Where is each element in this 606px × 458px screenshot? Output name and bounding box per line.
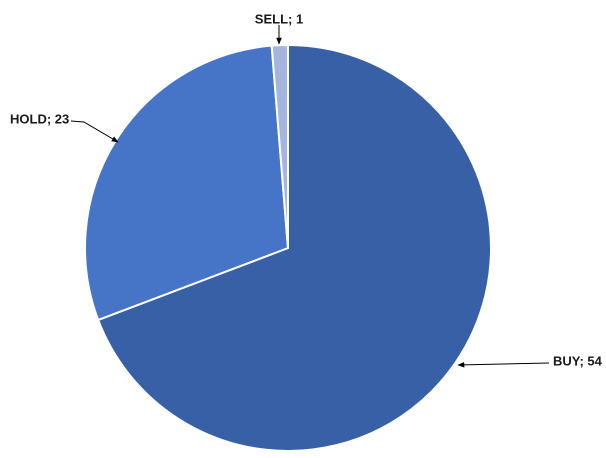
data-label-buy: BUY; 54	[553, 353, 603, 368]
data-label-hold: HOLD; 23	[10, 111, 69, 126]
pie-labels: BUY; 54 HOLD; 23 SELL; 1	[10, 11, 603, 368]
callout-arrow-hold	[70, 120, 119, 143]
data-label-sell: SELL; 1	[255, 11, 303, 26]
callout-arrow-buy	[457, 362, 550, 368]
pie-slice-buy	[97, 44, 492, 452]
pie-slices	[84, 44, 492, 452]
pie-slice-sell	[270, 44, 289, 249]
pie-callouts	[70, 25, 550, 368]
